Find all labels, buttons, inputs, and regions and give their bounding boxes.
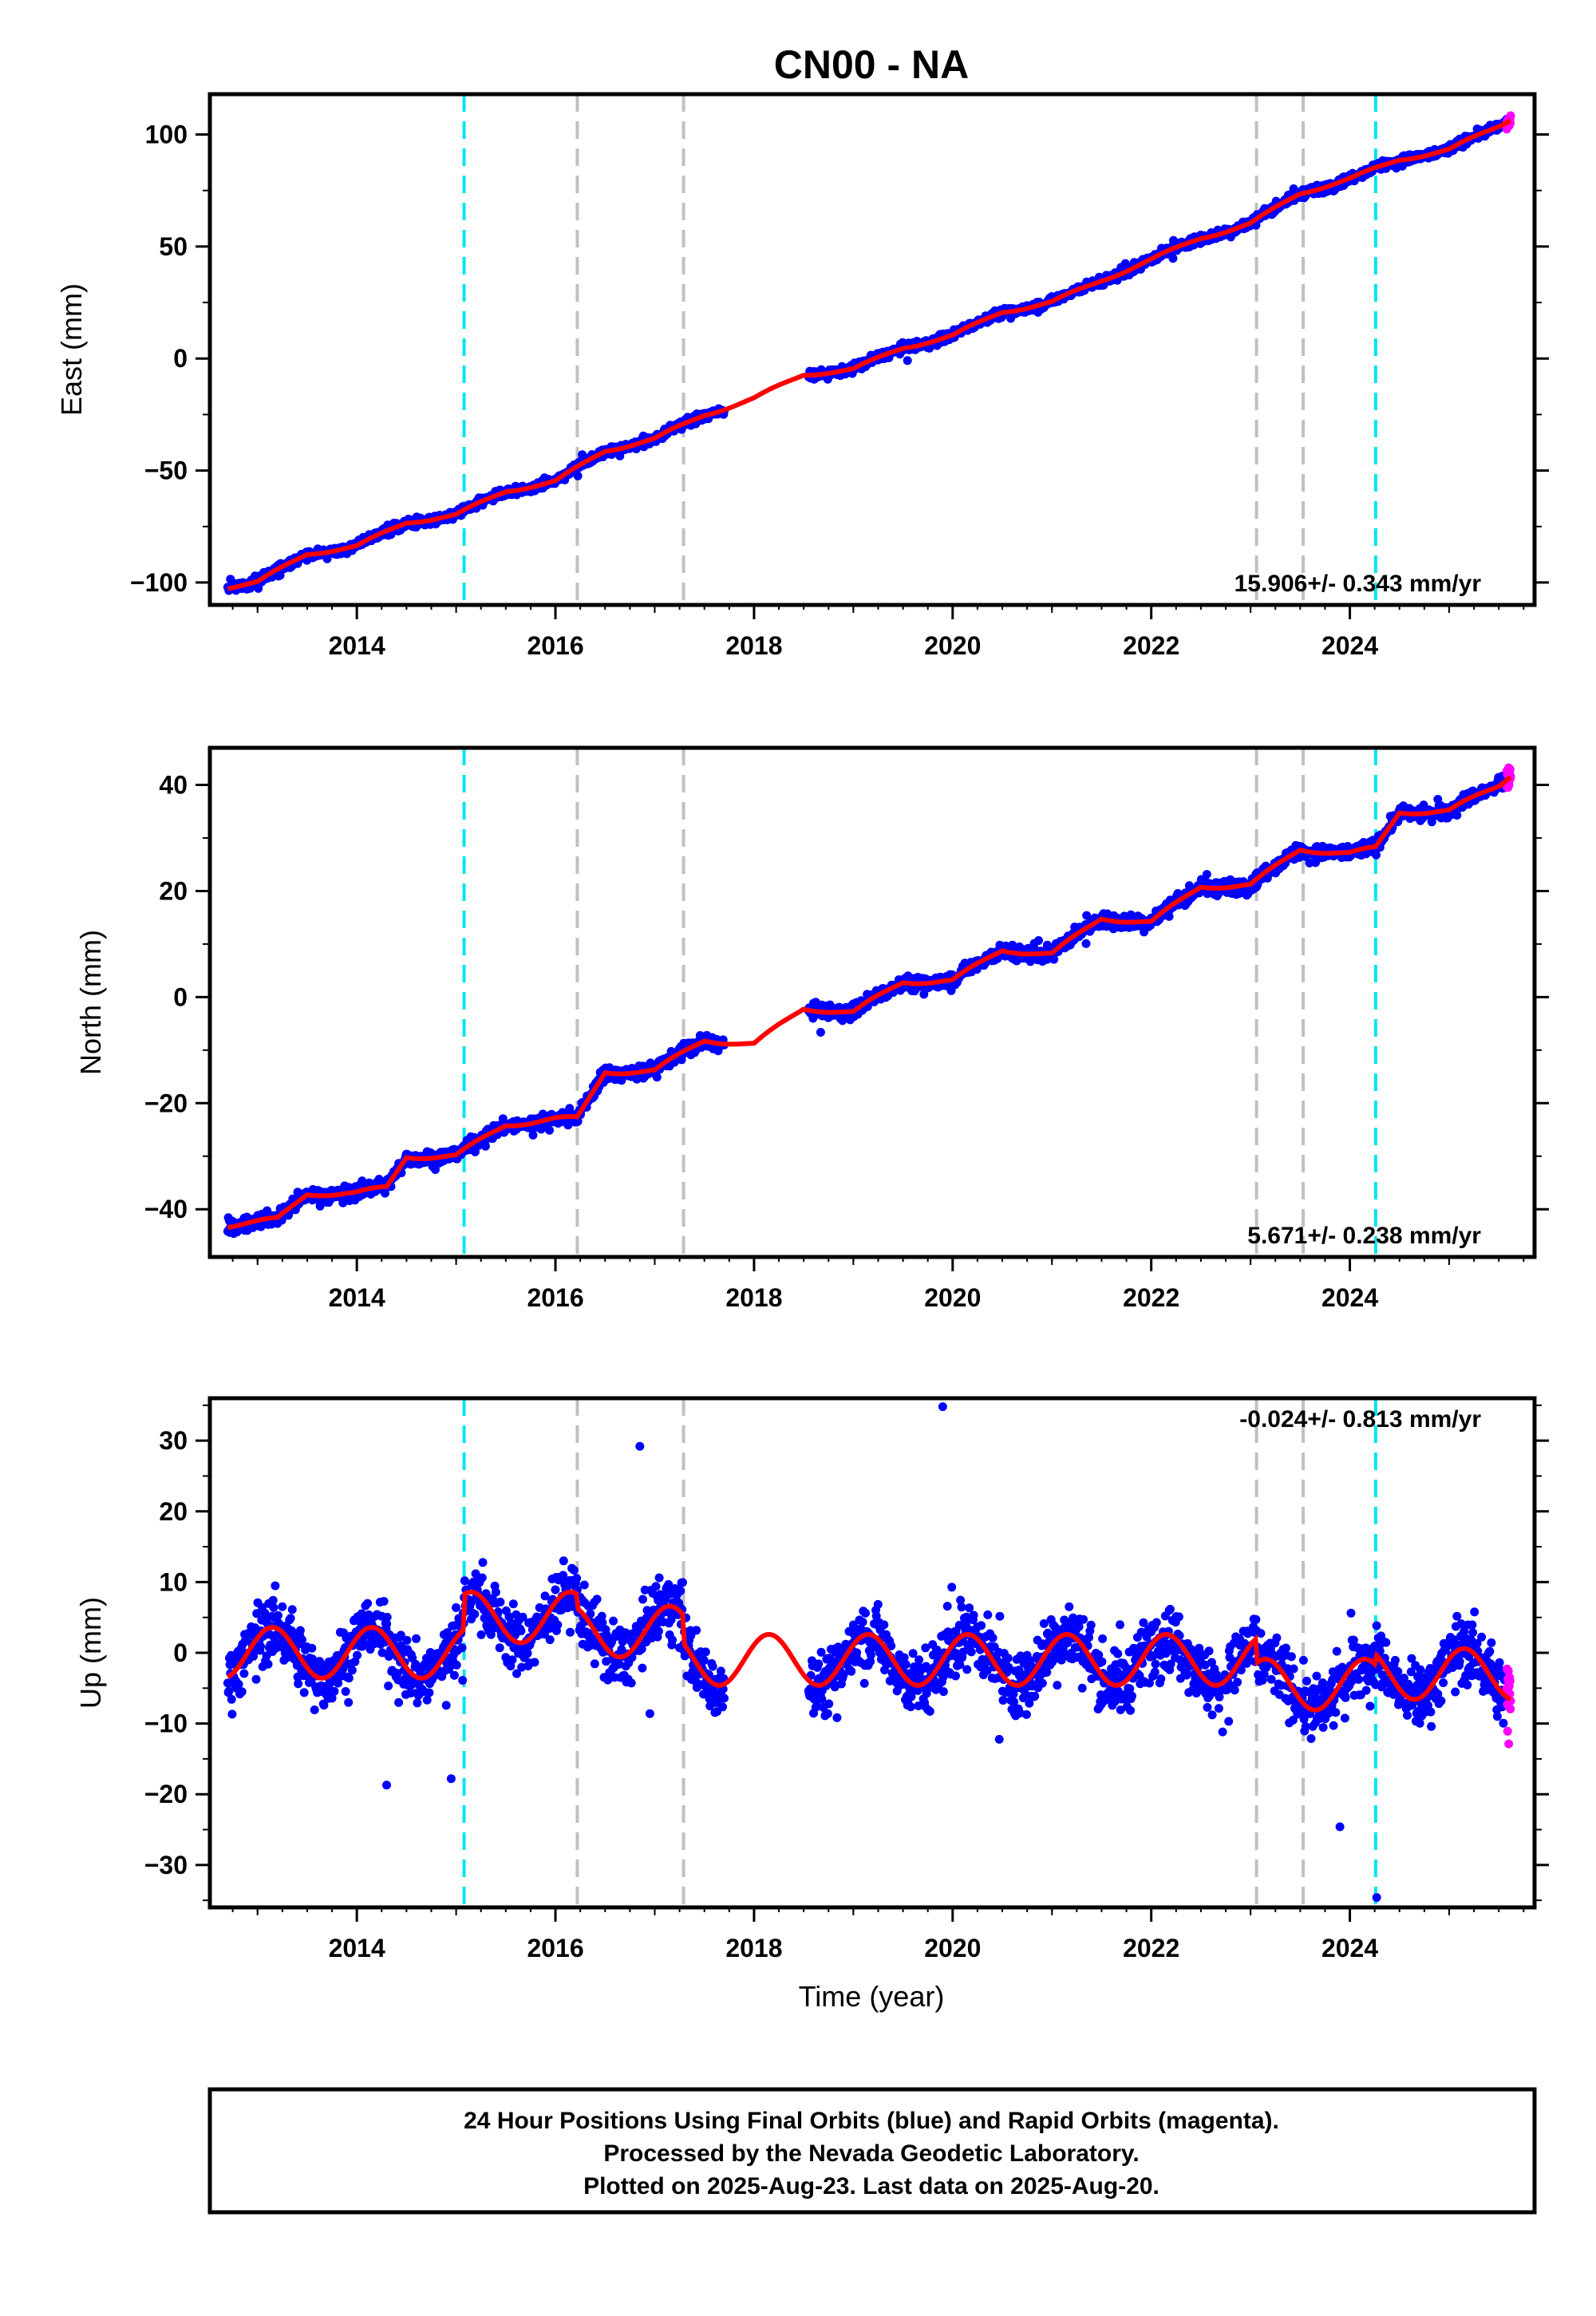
north-data-point	[545, 1125, 554, 1135]
east-panel: −100 −50 0 50 100 2014 2016 2018 2020 2022 2024 Ea…	[55, 92, 1549, 660]
up-data-point	[310, 1705, 319, 1714]
east-ytick-label: 0	[173, 344, 188, 373]
up-data-point	[239, 1669, 249, 1678]
up-data-point	[344, 1674, 354, 1683]
east-data-point	[275, 571, 285, 580]
up-data-point	[299, 1688, 309, 1697]
up-data-point	[273, 1611, 282, 1620]
up-data-point	[394, 1697, 404, 1707]
east-data-point	[254, 583, 263, 593]
up-data-point	[263, 1659, 273, 1669]
east-data-point	[1168, 254, 1178, 263]
east-data-point	[573, 471, 583, 480]
up-data-point	[334, 1678, 343, 1688]
up-data-point	[298, 1635, 306, 1645]
up-data-layer	[223, 1398, 1515, 1907]
east-data-point	[903, 356, 912, 366]
up-data-point	[347, 1666, 357, 1675]
north-panel: −40 −20 0 20 40 2014 2016 2018 2020 2022 2024 Nort…	[74, 745, 1549, 1312]
up-final-orbit-points	[223, 1402, 1511, 1903]
north-xtick-label: 2014	[329, 1283, 385, 1312]
north-xtick-label: 2022	[1123, 1283, 1179, 1312]
north-data-point	[1372, 850, 1381, 860]
up-data-point	[256, 1642, 265, 1651]
north-final-orbit-points	[223, 772, 1511, 1239]
up-data-point	[287, 1605, 297, 1614]
north-ytick-label: −40	[144, 1195, 188, 1223]
up-data-point	[363, 1599, 373, 1608]
north-ytick-label: −20	[144, 1089, 188, 1117]
north-data-point	[1034, 936, 1043, 945]
chart-title: CN00 - NA	[774, 42, 969, 87]
up-data-point	[224, 1686, 234, 1696]
north-ytick-label: 40	[159, 771, 188, 800]
up-data-point	[344, 1697, 354, 1707]
east-ytick-label: −100	[130, 568, 188, 597]
east-xtick-label: 2016	[527, 631, 583, 660]
north-xtick-label: 2018	[725, 1283, 782, 1312]
north-axis-label: North (mm)	[74, 930, 107, 1075]
east-ytick-label: 100	[145, 121, 188, 149]
north-data-point	[1081, 939, 1091, 948]
north-data-point	[1202, 870, 1211, 879]
up-data-point	[307, 1643, 317, 1653]
up-data-point	[251, 1674, 261, 1684]
east-data-layer	[223, 94, 1515, 605]
up-data-point	[402, 1635, 412, 1645]
east-ytick-label: −50	[144, 456, 188, 485]
north-data-point	[480, 1141, 490, 1151]
up-data-point	[269, 1603, 279, 1612]
up-data-point	[237, 1687, 247, 1697]
east-xtick-label: 2020	[924, 631, 981, 660]
up-data-point	[271, 1581, 280, 1591]
east-ytick-label: 50	[159, 232, 188, 261]
north-ytick-label: 0	[173, 982, 188, 1011]
up-data-point	[353, 1650, 362, 1660]
north-data-point	[1452, 811, 1462, 820]
up-data-point	[278, 1602, 287, 1611]
up-data-point	[227, 1709, 237, 1719]
up-data-point	[330, 1686, 339, 1696]
north-xtick-label: 2020	[924, 1283, 981, 1312]
north-data-point	[528, 1130, 538, 1140]
east-xtick-label: 2022	[1123, 631, 1179, 660]
north-data-layer	[223, 748, 1515, 1257]
east-rate-label: 15.906+/- 0.343 mm/yr	[1235, 571, 1482, 597]
up-data-point	[295, 1626, 305, 1635]
up-data-point	[379, 1597, 389, 1606]
east-xtick-label: 2018	[725, 631, 782, 660]
east-axis-label: East (mm)	[55, 283, 88, 416]
up-data-point	[341, 1687, 350, 1696]
up-data-point	[382, 1612, 392, 1622]
north-data-point	[652, 1073, 662, 1082]
north-data-point	[816, 1028, 825, 1037]
north-xtick-label: 2024	[1321, 1283, 1378, 1312]
east-rapid-point	[1506, 111, 1515, 121]
north-ytick-label: 20	[159, 876, 188, 905]
up-data-point	[286, 1614, 295, 1623]
east-xtick-label: 2014	[329, 631, 385, 660]
up-data-point	[384, 1682, 393, 1690]
north-xtick-label: 2016	[527, 1283, 583, 1312]
up-data-point	[227, 1694, 236, 1704]
east-xtick-label: 2024	[1321, 631, 1378, 660]
up-data-point	[294, 1679, 303, 1689]
north-rate-label: 5.671+/- 0.238 mm/yr	[1247, 1223, 1481, 1249]
